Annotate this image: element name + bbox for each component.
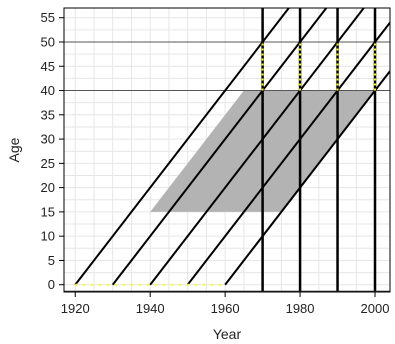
reference-lines bbox=[64, 41, 390, 92]
x-axis-label: Year bbox=[213, 326, 242, 342]
cohort-line bbox=[149, 8, 365, 286]
cohort-lines bbox=[74, 8, 390, 286]
plot-frame bbox=[63, 7, 391, 293]
y-tick-label: 20 bbox=[41, 180, 55, 195]
x-tick-label: 2000 bbox=[361, 301, 390, 316]
y-tick-label: 0 bbox=[48, 277, 55, 292]
x-tick-label: 1960 bbox=[211, 301, 240, 316]
y-tick-label: 55 bbox=[41, 10, 55, 25]
cohort-line bbox=[224, 70, 390, 286]
y-tick-label: 25 bbox=[41, 156, 55, 171]
y-tick-label: 15 bbox=[41, 204, 55, 219]
x-tick-label: 1980 bbox=[286, 301, 315, 316]
y-tick-label: 30 bbox=[41, 132, 55, 147]
x-tick-label: 1940 bbox=[136, 301, 165, 316]
y-axis-label: Age bbox=[6, 137, 22, 162]
y-tick-label: 10 bbox=[41, 229, 55, 244]
cohort-line bbox=[186, 21, 390, 286]
y-tick-label: 50 bbox=[41, 34, 55, 49]
axis-ticks: 1920 1940 1960 1980 2000 0 5 10 15 20 25 30 35 40 45 50… bbox=[41, 10, 390, 316]
y-tick-label: 35 bbox=[41, 107, 55, 122]
y-tick-label: 40 bbox=[41, 83, 55, 98]
y-tick-label: 5 bbox=[48, 253, 55, 268]
baseline-bar bbox=[64, 290, 390, 292]
yellow-markers bbox=[75, 41, 377, 286]
cohort-line bbox=[111, 8, 328, 286]
x-tick-label: 1920 bbox=[61, 301, 90, 316]
cohort-line bbox=[74, 8, 290, 286]
y-tick-label: 45 bbox=[41, 59, 55, 74]
